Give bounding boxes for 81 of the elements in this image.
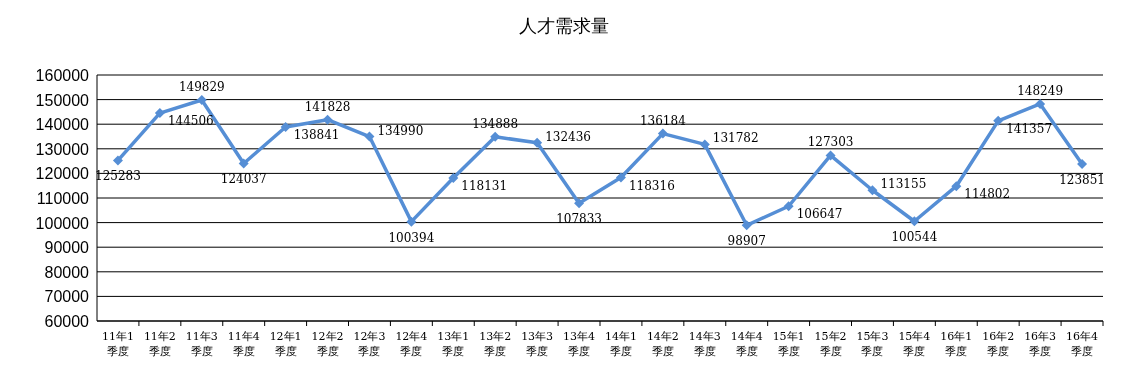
point	[1077, 158, 1088, 169]
x-tick-label: 15年4季度	[898, 330, 931, 358]
x-tick-label: 15年2季度	[814, 330, 847, 358]
x-tick-label: 12年2季度	[311, 330, 344, 358]
y-tick-label: 120000	[35, 165, 90, 183]
x-tick-label: 15年3季度	[856, 330, 889, 358]
point	[490, 131, 501, 142]
y-tick-label: 140000	[35, 116, 90, 134]
point	[825, 150, 836, 161]
data-label: 132436	[545, 129, 591, 144]
point	[532, 137, 543, 148]
x-tick-label: 14年2季度	[646, 330, 679, 358]
data-label: 141357	[1006, 121, 1053, 136]
point	[112, 155, 123, 166]
data-label: 127303	[807, 135, 854, 150]
x-tick-label: 16年4季度	[1066, 330, 1099, 358]
x-tick-label: 11年3季度	[185, 330, 218, 358]
x-tick-label: 16年1季度	[940, 330, 973, 358]
chart-title: 人才需求量	[519, 15, 609, 36]
x-tick-label: 14年4季度	[730, 330, 763, 358]
data-label: 141828	[304, 99, 351, 114]
x-tick-label: 14年1季度	[604, 330, 637, 358]
point	[741, 220, 752, 231]
data-label: 124037	[220, 172, 267, 187]
point	[238, 158, 249, 169]
y-tick-label: 110000	[36, 190, 90, 207]
x-tick-label: 13年2季度	[479, 330, 512, 358]
x-tick-label: 13年3季度	[521, 330, 554, 358]
data-label: 138841	[293, 128, 340, 143]
data-label: 125283	[95, 169, 141, 184]
point	[783, 201, 794, 212]
data-label: 123851	[1059, 172, 1105, 187]
data-label: 118316	[628, 178, 675, 193]
data-label: 100394	[388, 230, 435, 245]
x-tick-label: 12年3季度	[353, 330, 386, 358]
y-tick-label: 150000	[35, 91, 90, 109]
x-tick-label: 13年4季度	[563, 330, 596, 358]
point	[993, 115, 1004, 126]
point	[1035, 98, 1046, 109]
data-label: 114802	[964, 187, 1011, 202]
x-tick-label: 11年1季度	[101, 330, 134, 358]
point	[615, 172, 626, 183]
x-tick-label: 11年2季度	[143, 330, 176, 358]
x-tick-label: 16年3季度	[1024, 330, 1057, 358]
x-tick-label: 13年1季度	[437, 330, 470, 358]
data-label: 136184	[639, 113, 687, 128]
data-label: 149829	[178, 80, 225, 95]
point	[448, 173, 459, 183]
y-tick-label: 80000	[44, 263, 90, 281]
y-tick-label: 160000	[35, 67, 90, 84]
point	[699, 139, 710, 150]
x-tick-label: 11年4季度	[227, 330, 260, 358]
y-tick-label: 130000	[35, 140, 90, 158]
point	[867, 185, 878, 196]
y-tick-label: 60000	[44, 313, 90, 330]
y-tick-label: 90000	[44, 239, 90, 257]
x-tick-label: 12年1季度	[269, 330, 302, 358]
data-label: 98907	[727, 234, 766, 249]
point	[196, 95, 207, 106]
data-label: 100544	[891, 230, 938, 245]
point	[406, 216, 417, 227]
point	[154, 108, 165, 119]
data-label: 106647	[796, 207, 843, 222]
data-label: 148249	[1017, 83, 1064, 98]
point	[322, 114, 333, 125]
x-tick-label: 16年2季度	[982, 330, 1015, 358]
point	[280, 122, 291, 133]
data-label: 113155	[880, 177, 927, 192]
point	[951, 181, 962, 192]
point	[574, 198, 585, 209]
point	[364, 131, 375, 142]
x-tick-label: 15年1季度	[772, 330, 805, 358]
data-label: 131782	[712, 131, 759, 146]
y-tick-label: 100000	[35, 214, 90, 232]
x-tick-label: 12年4季度	[395, 330, 428, 358]
data-label: 118131	[461, 179, 508, 193]
y-tick-label: 70000	[44, 288, 90, 306]
data-label: 134990	[377, 123, 424, 138]
point	[657, 128, 668, 139]
x-tick-label: 14年3季度	[688, 330, 721, 358]
point	[909, 216, 920, 227]
